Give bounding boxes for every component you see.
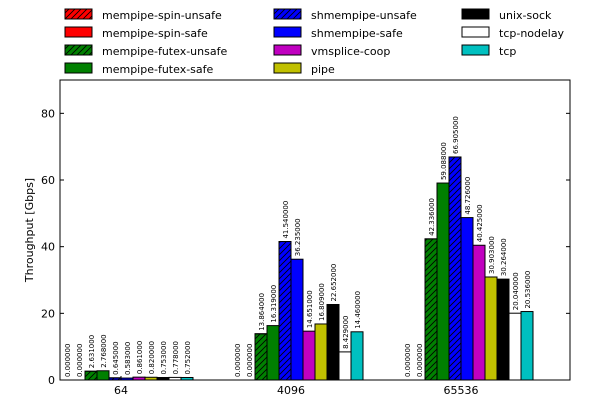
- data-label: 0.752000: [184, 341, 192, 374]
- legend-swatch-hatch: [64, 44, 93, 56]
- legend-label: mempipe-spin-safe: [102, 27, 208, 40]
- bar-mempipe-futex-safe: [266, 325, 280, 381]
- data-label: 0.000000: [234, 344, 242, 377]
- legend-swatch: [273, 62, 302, 74]
- bar-pipe: [314, 323, 328, 381]
- data-label: 41.540000: [282, 201, 290, 239]
- data-label: 13.864000: [258, 293, 266, 331]
- data-label: 36.235000: [294, 218, 302, 256]
- bar-shmempipe-safe: [460, 217, 474, 381]
- bar-tcp: [520, 311, 534, 381]
- bar-vmsplice-coop: [132, 376, 146, 381]
- legend-label: unix-sock: [499, 9, 552, 22]
- legend-swatch: [461, 8, 490, 20]
- bar-tcp: [180, 376, 194, 381]
- legend-swatch: [461, 44, 490, 56]
- data-label: 16.319000: [270, 285, 278, 323]
- legend-label: vmsplice-coop: [311, 45, 390, 58]
- bar-tcp-nodelay: [508, 312, 522, 381]
- data-label: 42.336000: [428, 198, 436, 236]
- data-label: 48.726000: [464, 177, 472, 215]
- legend-swatch: [461, 26, 490, 38]
- data-label: 22.652000: [330, 264, 338, 302]
- legend-swatch-hatch: [64, 8, 93, 20]
- data-label: 0.753000: [160, 341, 168, 374]
- data-label: 14.651000: [306, 290, 314, 328]
- bar-tcp: [350, 331, 364, 381]
- y-tick-label: 80: [41, 107, 55, 120]
- data-label: 0.000000: [416, 344, 424, 377]
- bar-tcp-nodelay: [168, 376, 182, 381]
- data-label: 20.536000: [524, 271, 532, 309]
- data-label: 0.861000: [136, 341, 144, 374]
- data-label: 59.088000: [440, 142, 448, 180]
- legend-swatch: [273, 44, 302, 56]
- data-label: 30.264000: [500, 238, 508, 276]
- legend-swatch: [273, 26, 302, 38]
- data-label: 30.903000: [488, 236, 496, 274]
- data-label: 14.460000: [354, 291, 362, 329]
- data-label: 0.000000: [64, 344, 72, 377]
- y-tick-label: 60: [41, 174, 55, 187]
- data-label: 40.425000: [476, 204, 484, 242]
- y-tick-label: 20: [41, 307, 55, 320]
- bar-unix-sock: [496, 278, 510, 381]
- legend-label: mempipe-futex-unsafe: [102, 45, 227, 58]
- legend-label: mempipe-futex-safe: [102, 63, 214, 76]
- data-label: 0.000000: [246, 344, 254, 377]
- bar-hatch: [108, 377, 122, 381]
- legend-swatch-hatch: [273, 8, 302, 20]
- x-tick-label: 65536: [444, 384, 479, 397]
- y-axis-label: Throughput [Gbps]: [23, 178, 36, 283]
- bar-unix-sock: [156, 376, 170, 381]
- data-label: 16.809000: [318, 283, 326, 321]
- bar-hatch: [278, 241, 292, 381]
- bar-mempipe-futex-safe: [436, 182, 450, 381]
- data-label: 0.000000: [404, 344, 412, 377]
- bar-vmsplice-coop: [472, 244, 486, 381]
- data-label: 0.000000: [76, 344, 84, 377]
- bar-shmempipe-safe: [120, 377, 134, 381]
- bar-vmsplice-coop: [302, 330, 316, 381]
- bar-pipe: [144, 376, 158, 381]
- bar-hatch: [84, 370, 98, 381]
- data-label: 0.820000: [148, 341, 156, 374]
- legend-swatch: [64, 26, 93, 38]
- legend-label: pipe: [311, 63, 335, 76]
- legend-label: shmempipe-safe: [311, 27, 403, 40]
- data-label: 2.631000: [88, 335, 96, 368]
- data-label: 66.905000: [452, 116, 460, 154]
- bar-tcp-nodelay: [338, 351, 352, 381]
- y-tick-label: 0: [48, 374, 55, 387]
- bar-pipe: [484, 276, 498, 381]
- bar-shmempipe-safe: [290, 258, 304, 381]
- legend-label: mempipe-spin-unsafe: [102, 9, 222, 22]
- bar-hatch: [424, 238, 438, 381]
- data-label: 0.778000: [172, 341, 180, 374]
- x-tick-label: 4096: [277, 384, 305, 397]
- bar-hatch: [448, 156, 462, 381]
- data-label: 0.645000: [112, 341, 120, 374]
- legend: mempipe-spin-unsafe mempipe-spin-safe memp…: [64, 8, 565, 76]
- data-label: 8.429000: [342, 315, 350, 348]
- y-tick-label: 40: [41, 241, 55, 254]
- bar-mempipe-futex-safe: [96, 370, 110, 381]
- bar-unix-sock: [326, 303, 340, 381]
- x-tick-label: 64: [114, 384, 128, 397]
- legend-label: tcp: [499, 45, 516, 58]
- data-label: 0.583000: [124, 342, 132, 375]
- legend-swatch: [64, 62, 93, 74]
- data-label: 2.768000: [100, 334, 108, 367]
- legend-label: shmempipe-unsafe: [311, 9, 417, 22]
- legend-label: tcp-nodelay: [499, 27, 565, 40]
- data-label: 20.040000: [512, 272, 520, 310]
- bar-hatch: [254, 333, 268, 381]
